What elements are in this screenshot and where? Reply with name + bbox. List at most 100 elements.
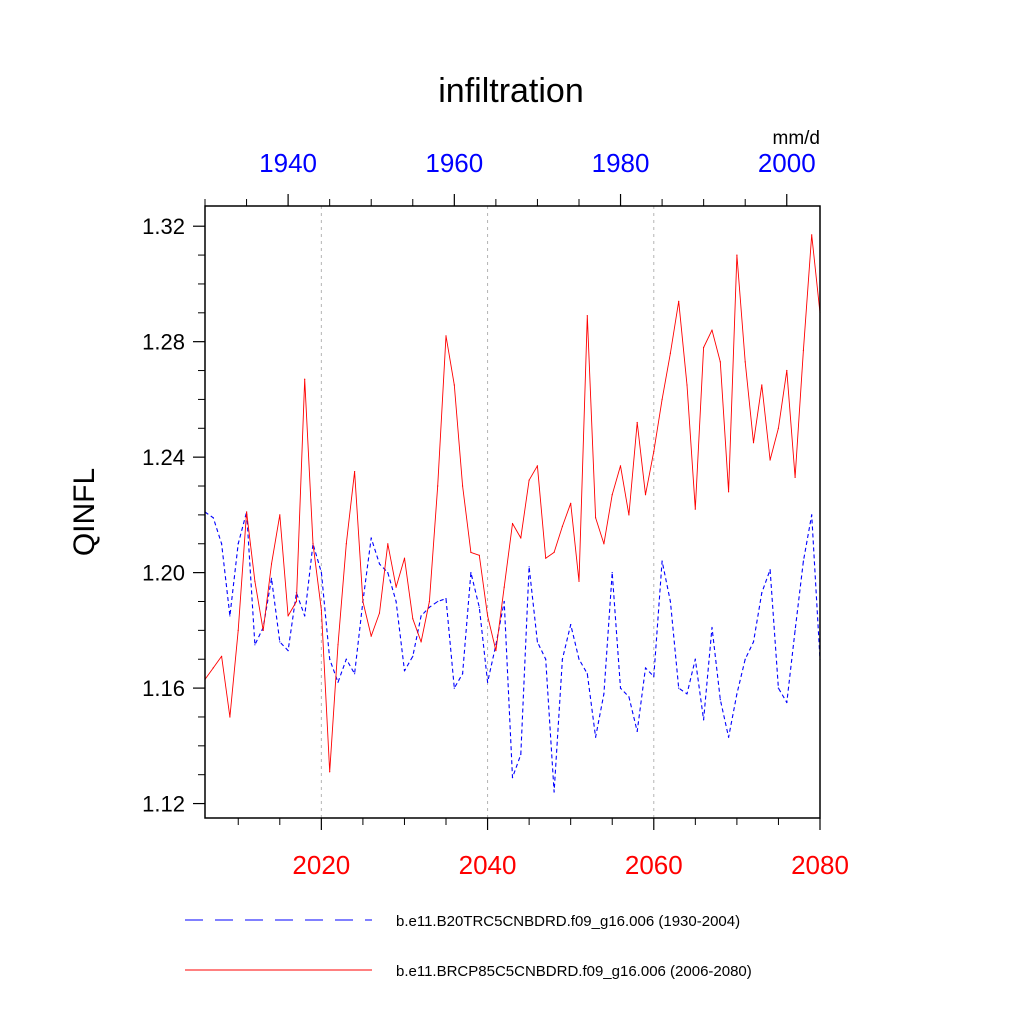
data-point bbox=[603, 693, 605, 695]
data-point bbox=[254, 580, 256, 582]
data-point bbox=[611, 494, 613, 496]
data-point bbox=[312, 543, 314, 545]
data-point bbox=[270, 563, 273, 565]
vertical-gridlines bbox=[320, 206, 655, 818]
data-point bbox=[462, 485, 464, 487]
legend-label: b.e11.BRCP85C5CNBDRD.f09_g16.006 (2006-2… bbox=[396, 963, 752, 980]
data-point bbox=[719, 699, 721, 701]
data-point bbox=[487, 615, 489, 617]
data-point bbox=[636, 421, 638, 424]
data-point bbox=[453, 687, 455, 689]
data-point bbox=[603, 543, 605, 545]
data-point bbox=[561, 525, 564, 528]
data-point bbox=[553, 551, 555, 554]
data-point bbox=[262, 629, 264, 632]
y-tick-label: 1.20 bbox=[142, 561, 185, 586]
x-top-tick-label: 2000 bbox=[758, 148, 816, 178]
data-point bbox=[786, 369, 788, 372]
data-point bbox=[744, 658, 746, 660]
data-point bbox=[370, 635, 372, 637]
data-point bbox=[628, 514, 630, 516]
data-point bbox=[520, 537, 522, 539]
data-point bbox=[719, 361, 721, 363]
data-point bbox=[378, 563, 381, 565]
data-point bbox=[279, 514, 281, 516]
data-point bbox=[246, 511, 248, 513]
data-point bbox=[337, 681, 339, 683]
data-point bbox=[370, 537, 372, 539]
data-point bbox=[636, 730, 638, 733]
legend-label: b.e11.B20TRC5CNBDRD.f09_g16.006 (1930-20… bbox=[396, 913, 740, 930]
data-point bbox=[678, 300, 680, 302]
data-point bbox=[619, 465, 622, 467]
data-point bbox=[545, 557, 547, 559]
data-point bbox=[703, 719, 705, 721]
data-point bbox=[495, 650, 497, 652]
data-point bbox=[329, 658, 331, 660]
data-point bbox=[237, 629, 239, 632]
series-historical bbox=[204, 511, 821, 793]
data-point bbox=[403, 557, 406, 559]
data-point bbox=[777, 427, 780, 429]
data-point bbox=[354, 673, 356, 675]
data-point bbox=[619, 687, 622, 689]
data-point bbox=[794, 629, 796, 632]
data-point bbox=[694, 658, 696, 660]
data-point bbox=[595, 517, 597, 519]
data-point bbox=[736, 254, 738, 256]
data-point bbox=[769, 569, 771, 571]
x-top-tick-label: 1940 bbox=[259, 148, 317, 178]
data-point bbox=[536, 641, 539, 643]
data-point bbox=[570, 624, 572, 626]
data-point bbox=[320, 572, 322, 574]
data-point bbox=[445, 598, 447, 600]
data-point bbox=[711, 329, 713, 331]
data-point bbox=[653, 675, 655, 678]
data-point bbox=[428, 606, 430, 608]
data-point bbox=[728, 736, 730, 738]
data-point bbox=[387, 543, 389, 545]
chart-title: infiltration bbox=[438, 72, 584, 110]
y-tick-label: 1.16 bbox=[142, 676, 185, 701]
data-point bbox=[578, 658, 580, 660]
data-point bbox=[511, 522, 514, 525]
data-point bbox=[304, 378, 306, 380]
data-point bbox=[761, 592, 763, 594]
data-point bbox=[761, 384, 763, 386]
data-point bbox=[528, 566, 530, 568]
data-point bbox=[345, 658, 347, 660]
data-point bbox=[304, 615, 306, 617]
data-point bbox=[287, 650, 289, 652]
data-point bbox=[403, 670, 406, 672]
data-point bbox=[570, 502, 572, 504]
data-point bbox=[595, 736, 597, 738]
data-point bbox=[794, 476, 796, 478]
data-point bbox=[586, 673, 588, 675]
data-point bbox=[802, 560, 805, 562]
x-top-tick-label: 1960 bbox=[425, 148, 483, 178]
data-point bbox=[329, 771, 331, 773]
data-point bbox=[811, 234, 813, 236]
data-point bbox=[470, 551, 472, 554]
data-point bbox=[669, 352, 672, 354]
data-point bbox=[420, 615, 422, 617]
data-point bbox=[777, 687, 780, 689]
data-point bbox=[711, 626, 713, 629]
y-tick-label: 1.24 bbox=[142, 445, 185, 470]
series-lines bbox=[204, 234, 821, 793]
data-point bbox=[420, 641, 422, 643]
data-point bbox=[811, 514, 813, 516]
data-point bbox=[362, 600, 364, 603]
data-point bbox=[669, 600, 672, 603]
data-point bbox=[520, 753, 522, 756]
units-label: mm/d bbox=[773, 128, 821, 149]
data-point bbox=[387, 572, 389, 574]
data-point bbox=[628, 696, 630, 698]
data-point bbox=[453, 384, 455, 386]
series-projection-line bbox=[204, 234, 821, 773]
data-point bbox=[437, 600, 439, 603]
data-point bbox=[661, 398, 663, 400]
data-point bbox=[445, 335, 447, 337]
x-bottom-tick-label: 2040 bbox=[459, 850, 517, 880]
